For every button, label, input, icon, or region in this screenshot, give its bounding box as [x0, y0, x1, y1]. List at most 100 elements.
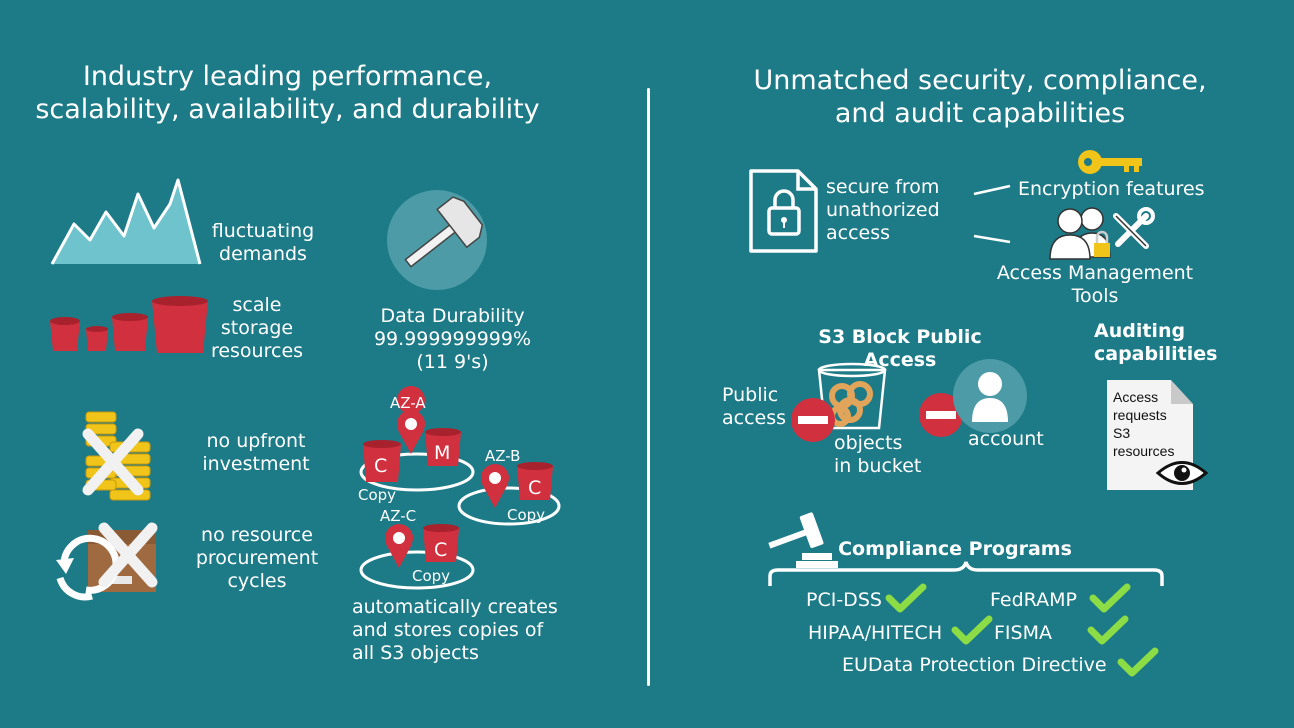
bucket-m-a: M — [434, 442, 451, 464]
bucket-icon — [50, 296, 208, 353]
fluctuating-line1: fluctuating — [211, 220, 315, 242]
upfront-line1: no upfront — [206, 430, 306, 452]
box-icon — [56, 522, 158, 601]
procure-line3: cycles — [227, 570, 287, 592]
check-icon — [885, 583, 927, 613]
account-label: account — [968, 428, 1044, 450]
copies-caption: automatically creates and stores copies … — [352, 596, 582, 665]
encryption-label: Encryption features — [1018, 178, 1205, 200]
right-title: Unmatched security, compliance, and audi… — [740, 64, 1220, 130]
bucket-c-b: C — [528, 477, 542, 499]
check-icon — [1087, 615, 1129, 645]
program-pci-label: PCI-DSS — [806, 589, 882, 611]
program-fedramp-label: FedRAMP — [990, 589, 1077, 611]
note-line1: Access — [1113, 389, 1159, 405]
upfront-line2: investment — [202, 453, 310, 475]
az-a-ring — [359, 452, 475, 492]
objects-line1: objects — [834, 432, 903, 454]
check-icon — [1117, 647, 1159, 677]
left-title-line1: Industry leading performance, — [82, 61, 493, 92]
scale-label: scale storage resources — [198, 294, 316, 363]
copies-line1: automatically creates — [352, 596, 558, 618]
note-line3: S3 — [1113, 425, 1131, 441]
coin-stack-icon — [82, 411, 151, 501]
gavel-icon — [768, 512, 838, 568]
upfront-label: no upfront investment — [188, 430, 324, 476]
location-pin-icon — [481, 464, 509, 508]
program-fedramp: FedRAMP — [990, 589, 1077, 611]
public-access-label: Public access — [722, 384, 802, 430]
left-title: Industry leading performance, scalabilit… — [20, 60, 555, 126]
copies-line3: all S3 objects — [352, 642, 479, 664]
program-pci: PCI-DSS — [806, 589, 882, 611]
fluctuating-label: fluctuating demands — [198, 220, 328, 266]
auditing-line2: capabilities — [1094, 343, 1218, 365]
connector-lines — [973, 184, 1011, 244]
no-entry-icon — [791, 398, 835, 442]
access-mgmt-line1: Access Management — [996, 262, 1194, 284]
fluctuating-line2: demands — [219, 243, 307, 265]
bucket-c-a: C — [374, 455, 388, 477]
copy-label-b: Copy — [507, 506, 546, 524]
az-a-label: AZ-A — [390, 394, 426, 412]
public-line1: Public — [722, 384, 779, 406]
access-mgmt-label: Access Management Tools — [985, 262, 1205, 308]
durability-nines: (11 9's) — [416, 351, 489, 373]
eye-icon — [1155, 461, 1209, 485]
compliance-brace — [768, 561, 1164, 586]
secure-line3: access — [826, 222, 891, 244]
copy-label-a: Copy — [358, 486, 397, 504]
procurement-label: no resource procurement cycles — [186, 524, 328, 593]
location-pin-icon — [385, 524, 413, 568]
program-eudata: EUData Protection Directive — [842, 654, 1107, 676]
tools-icon — [1113, 207, 1155, 249]
scale-line1: scale — [232, 294, 282, 316]
check-icon — [951, 615, 993, 645]
audit-document-text: Access requests S3 resources — [1113, 388, 1189, 460]
copies-line2: and stores copies of — [352, 619, 544, 641]
hammer-icon — [387, 190, 487, 290]
auditing-title: Auditing capabilities — [1094, 320, 1234, 366]
left-title-line2: scalability, availability, and durabilit… — [35, 94, 540, 125]
panel-divider — [647, 88, 650, 686]
bucket-c-c: C — [434, 539, 448, 561]
note-line4: resources — [1113, 443, 1175, 459]
no-entry-icon — [919, 393, 963, 437]
right-title-line1: Unmatched security, compliance, — [753, 65, 1207, 96]
secure-line1: secure from — [826, 176, 940, 198]
az-c-ring — [359, 550, 475, 590]
location-pin-icon — [397, 386, 426, 454]
program-fisma-label: FISMA — [994, 622, 1052, 644]
durability-block: Data Durability 99.999999999% (11 9's) — [350, 305, 555, 374]
bucket-objects-icon — [817, 362, 887, 430]
copy-label-c: Copy — [412, 567, 451, 585]
compliance-title: Compliance Programs — [838, 538, 1072, 560]
scale-line3: resources — [210, 340, 304, 362]
program-hipaa: HIPAA/HITECH — [808, 622, 942, 644]
az-b-label: AZ-B — [485, 447, 521, 465]
note-line2: requests — [1113, 407, 1167, 423]
user-icon — [953, 359, 1027, 433]
program-hipaa-label: HIPAA/HITECH — [808, 622, 943, 644]
block-public-title: S3 Block Public Access — [818, 326, 982, 371]
secure-line2: unathorized — [826, 199, 940, 221]
procure-line1: no resource — [201, 524, 313, 546]
right-title-line2: and audit capabilities — [834, 98, 1126, 129]
procure-line2: procurement — [195, 547, 319, 569]
durability-value: 99.999999999% — [373, 328, 532, 350]
locked-document-icon — [749, 169, 818, 253]
users-icon — [1049, 207, 1111, 260]
check-icon — [1089, 583, 1131, 613]
program-eudata-label: EUData Protection Directive — [842, 654, 1107, 676]
line-peaks-icon — [50, 178, 202, 265]
public-line2: access — [722, 407, 787, 429]
program-fisma: FISMA — [994, 622, 1052, 644]
secure-label: secure from unathorized access — [826, 176, 966, 245]
auditing-line1: Auditing — [1094, 320, 1186, 342]
objects-label: objects in bucket — [834, 432, 944, 478]
access-mgmt-line2: Tools — [1071, 285, 1119, 307]
az-b-ring — [457, 486, 561, 526]
az-c-label: AZ-C — [380, 507, 417, 525]
objects-line2: in bucket — [834, 455, 922, 477]
az-replication-diagram — [359, 386, 561, 590]
